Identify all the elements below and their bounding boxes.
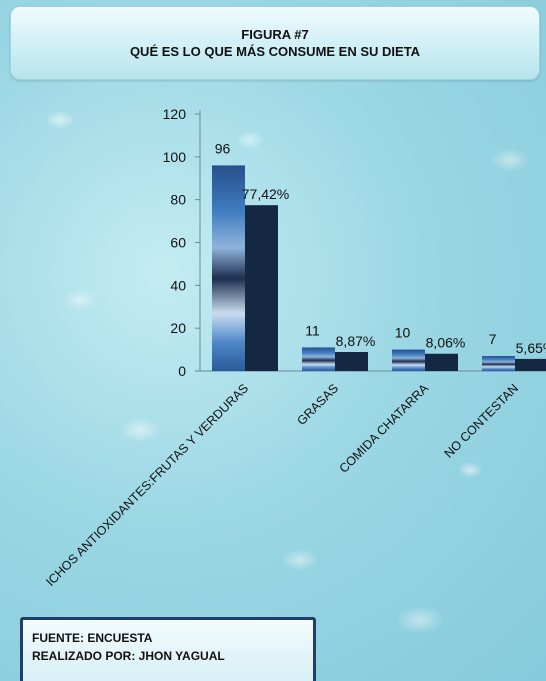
count-data-label: 7 [489,331,497,347]
percent-data-label: 8,87% [336,333,376,349]
count-data-label: 10 [395,325,411,341]
y-tick-label: 40 [170,277,186,293]
percent-data-label: 77,42% [242,186,289,202]
author-label: REALIZADO POR: JHON YAGUAL [32,649,225,663]
percent-bar [335,352,368,371]
count-bar [392,349,425,371]
percent-bar [245,205,278,371]
category-tick-label: ICHOS ANTIOXIDANTES:FRUTAS Y VERDURAS [43,381,251,589]
category-tick-label: NO CONTESTAN [442,381,521,460]
y-tick-label: 100 [163,149,187,165]
count-data-label: 96 [215,140,231,156]
category-tick-label: GRASAS [294,381,341,428]
category-tick-label: COMIDA CHATARRA [337,381,432,476]
chart-title: QUÉ ES LO QUE MÁS CONSUME EN SU DIETA [129,44,421,59]
count-bar [302,347,335,371]
y-tick-label: 80 [170,192,186,208]
count-bar [482,356,515,371]
y-tick-label: 120 [163,106,187,122]
source-box: FUENTE: ENCUESTA REALIZADO POR: JHON YAG… [20,617,316,681]
chart-bars: 96 77,42% ICHOS ANTIOXIDANTES:FRUTAS Y VER… [43,140,546,589]
y-tick-label: 0 [178,363,186,379]
percent-data-label: 5,65% [516,340,546,356]
source-label: FUENTE: ENCUESTA [32,631,153,645]
y-tick-label: 60 [170,235,186,251]
percent-data-label: 8,06% [426,335,466,351]
count-data-label: 11 [305,322,320,338]
chart-title-box: FIGURA #7 QUÉ ES LO QUE MÁS CONSUME EN S… [10,6,540,80]
percent-bar [515,358,546,371]
chart-axes: 0 20 40 60 80 100 120 [163,106,546,379]
y-tick-label: 20 [170,320,186,336]
figure-number: FIGURA #7 [241,27,309,42]
count-bar [212,165,245,371]
percent-bar [425,353,458,371]
